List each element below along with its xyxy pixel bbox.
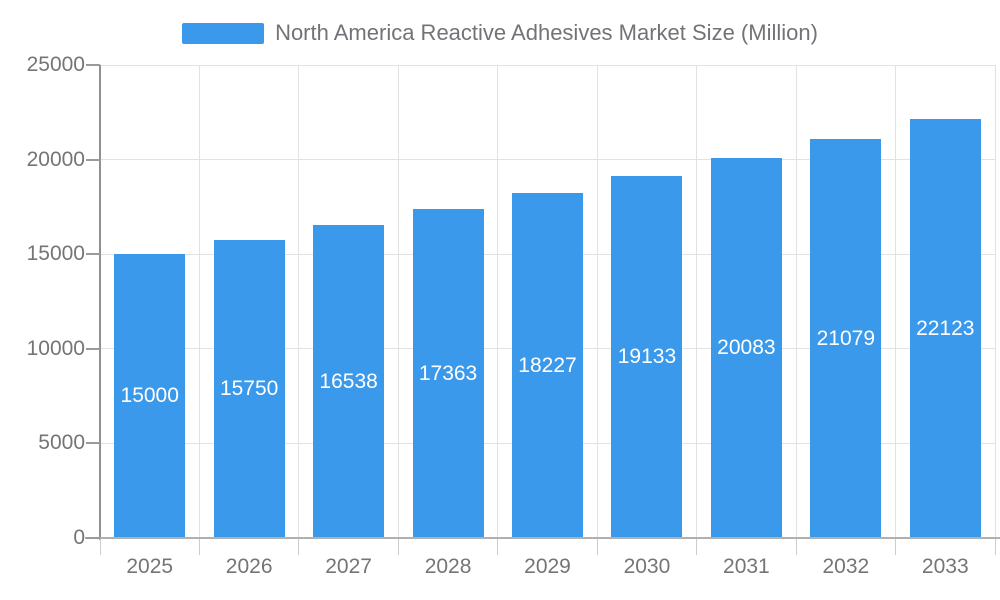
- h-gridline: [100, 159, 995, 161]
- y-axis-label: 20000: [26, 147, 85, 171]
- y-axis-tick: [86, 537, 100, 539]
- bar-value-label: 15000: [120, 384, 179, 408]
- x-axis-tick: [795, 539, 797, 555]
- x-axis-line: [85, 537, 1000, 539]
- bar-value-label: 16538: [319, 369, 378, 393]
- v-gridline: [895, 65, 897, 538]
- bar-2027[interactable]: 16538: [313, 225, 385, 538]
- x-axis-label: 2028: [424, 555, 472, 578]
- v-gridline: [596, 65, 598, 538]
- bar-value-label: 21079: [816, 326, 876, 350]
- legend-swatch: [182, 22, 265, 44]
- y-axis-tick: [86, 253, 100, 256]
- y-axis-line: [99, 65, 101, 540]
- v-gridline: [298, 65, 300, 538]
- v-gridline: [497, 65, 499, 538]
- x-axis-tick: [994, 539, 996, 555]
- y-axis-tick: [86, 347, 100, 350]
- bar-value-label: 18227: [518, 353, 577, 377]
- legend[interactable]: North America Reactive Adhesives Market …: [0, 20, 1000, 46]
- x-axis-tick: [696, 539, 698, 555]
- y-axis-tick: [86, 64, 100, 66]
- x-axis-label: 2029: [524, 555, 571, 578]
- v-gridline: [994, 65, 996, 538]
- v-gridline: [795, 65, 797, 538]
- v-gridline: [198, 65, 200, 538]
- y-axis-label: 5000: [38, 431, 85, 455]
- x-axis-label: 2030: [623, 555, 671, 578]
- x-axis-tick: [497, 539, 499, 555]
- x-axis-tick: [397, 539, 399, 555]
- v-gridline: [696, 65, 698, 538]
- bar-value-label: 17363: [418, 361, 478, 385]
- y-axis-tick: [86, 158, 100, 161]
- v-gridline: [397, 65, 399, 538]
- bar-value-label: 15750: [219, 376, 279, 400]
- y-axis-label: 25000: [26, 53, 85, 76]
- bar-2028[interactable]: 17363: [412, 209, 484, 538]
- bar-2030[interactable]: 19133: [611, 176, 683, 538]
- x-axis-tick: [99, 539, 101, 555]
- h-gridline: [100, 64, 995, 66]
- x-axis-tick: [596, 539, 598, 555]
- x-axis-tick: [895, 539, 897, 555]
- legend-label: North America Reactive Adhesives Market …: [275, 20, 818, 45]
- x-axis-tick: [198, 539, 200, 555]
- bar-2025[interactable]: 15000: [114, 254, 186, 538]
- x-axis-label: 2027: [325, 555, 372, 578]
- bar-value-label: 19133: [617, 344, 677, 368]
- x-axis-label: 2032: [822, 555, 870, 578]
- x-axis-label: 2025: [126, 555, 174, 578]
- y-axis-tick: [86, 442, 100, 445]
- bar-value-label: 20083: [717, 336, 776, 359]
- y-axis-label: 10000: [26, 336, 85, 360]
- bar-2033[interactable]: 22123: [909, 119, 981, 538]
- x-axis-label: 2026: [225, 555, 273, 578]
- bar-2029[interactable]: 18227: [512, 193, 583, 538]
- bar-2026[interactable]: 15750: [213, 240, 285, 538]
- y-axis-label: 15000: [26, 242, 85, 266]
- bar-2032[interactable]: 21079: [810, 139, 882, 538]
- x-axis-label: 2031: [723, 555, 770, 578]
- bar-2031[interactable]: 20083: [710, 158, 782, 538]
- x-axis-tick: [298, 539, 300, 555]
- y-axis-label: 0: [73, 526, 85, 549]
- x-axis-label: 2033: [921, 555, 969, 578]
- bar-value-label: 22123: [916, 316, 975, 340]
